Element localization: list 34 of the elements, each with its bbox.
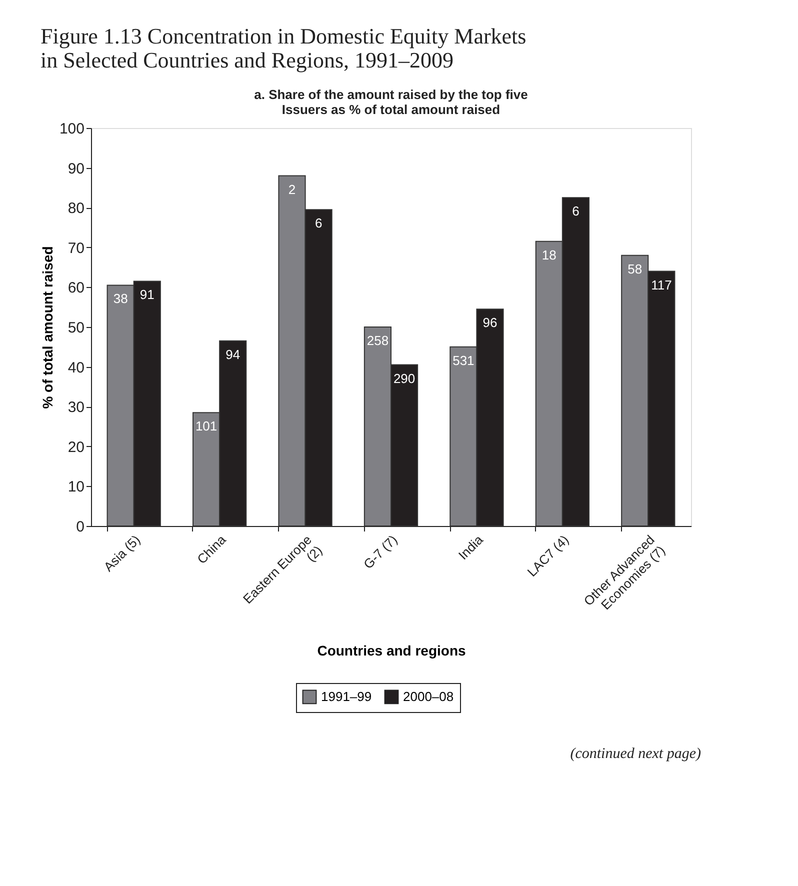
y-axis-title: % of total amount raised — [39, 246, 56, 409]
annotation: 117 — [651, 277, 672, 292]
annotation: 258 — [366, 333, 389, 348]
annotation: 101 — [195, 418, 218, 434]
y-tick-label: 0 — [76, 518, 84, 536]
y-tick-label: 80 — [68, 200, 84, 218]
annotation: 290 — [393, 370, 416, 386]
x-tick-label: G-7 (7) — [360, 532, 400, 572]
legend-label: 2000–08 — [403, 688, 454, 704]
y-tick-label: 90 — [68, 160, 84, 178]
annotation: 38 — [113, 291, 128, 306]
annotation: 91 — [140, 287, 154, 302]
annotation: 2 — [288, 182, 296, 197]
annotation: 18 — [542, 247, 556, 262]
y-tick-label: 60 — [68, 280, 84, 297]
y-tick-label: 100 — [59, 120, 84, 138]
y-tick-label: 10 — [68, 478, 84, 496]
y-tick-label: 50 — [68, 320, 84, 336]
annotation: 94 — [226, 346, 240, 362]
text: (continued next page) — [570, 746, 702, 762]
annotation: 58 — [628, 261, 642, 276]
annotation: 6 — [572, 204, 580, 219]
x-axis-title: Countries and regions — [317, 642, 466, 659]
chart-subtitle: a. Share of the amount raised by the top five Issuers as % of total amount raised — [254, 87, 528, 117]
annotation: 6 — [314, 216, 322, 231]
x-tick-label: Asia (5) — [100, 532, 144, 574]
y-tick-label: 20 — [68, 438, 84, 456]
legend-label: 1991–99 — [321, 688, 372, 704]
annotation: 531 — [452, 352, 474, 368]
y-tick-label: 70 — [68, 240, 84, 257]
chart-title: Figure 1.13 Concentration in Domestic Equity Markets in Selected Countries and Regions, 1991–2009 — [40, 24, 526, 72]
y-tick-label: 30 — [68, 399, 84, 416]
y-tick-label: 40 — [68, 359, 84, 376]
annotation: 96 — [482, 315, 498, 330]
